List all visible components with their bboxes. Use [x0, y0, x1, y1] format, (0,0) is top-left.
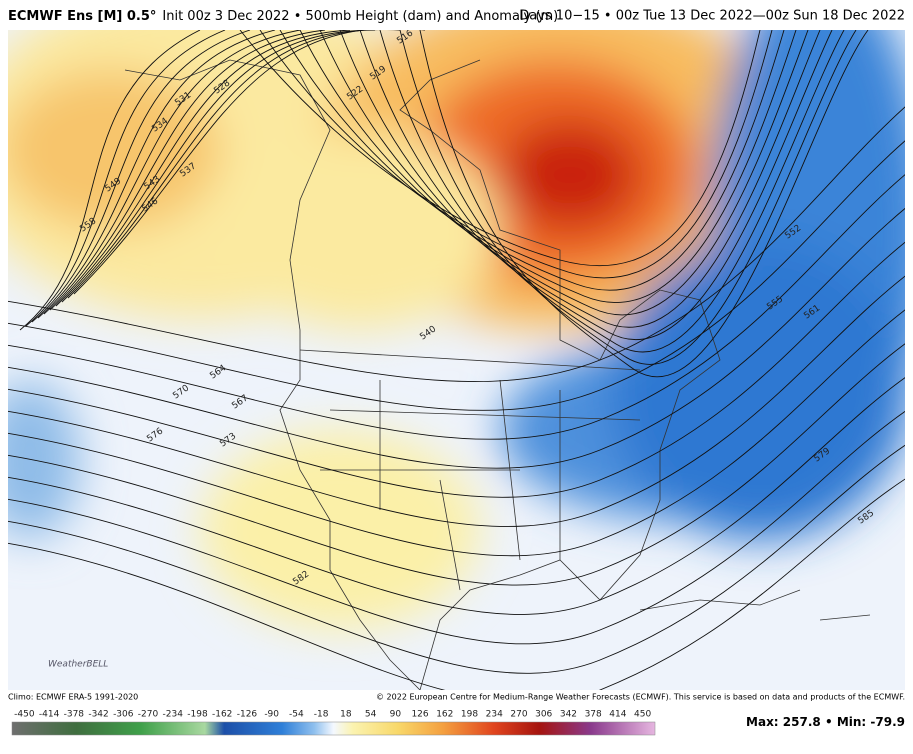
- height-contours: [8, 30, 905, 690]
- colorbar-tick-label: -162: [212, 710, 232, 720]
- colorbar-tick-label: -270: [138, 710, 159, 720]
- colorbar-tick-label: -306: [113, 710, 134, 720]
- colorbar-tick-label: 234: [486, 710, 503, 720]
- colorbar-tick-label: 414: [609, 710, 626, 720]
- contour: [8, 478, 905, 690]
- map: 5165195225285315345375405435465495525555…: [8, 30, 905, 690]
- colorbar-tick-label: -18: [314, 710, 329, 720]
- copyright: © 2022 European Centre for Medium-Range …: [376, 693, 905, 702]
- contour: [8, 106, 905, 382]
- separator: •: [825, 715, 833, 729]
- max-value: 257.8: [783, 715, 821, 729]
- contour: [8, 377, 905, 615]
- colorbar-tick-label: 18: [340, 710, 352, 720]
- min-value: -79.9: [870, 715, 905, 729]
- colorbar-tick-label: -126: [237, 710, 258, 720]
- contour: [8, 241, 905, 498]
- stats: Max: 257.8 • Min: -79.9: [746, 715, 905, 729]
- anomaly-shading: [8, 30, 905, 630]
- contour: [8, 275, 905, 527]
- contour: [25, 30, 773, 327]
- contour: [8, 208, 905, 469]
- colorbar-ticks: -450 -414 -378 -342 -306 -270 -234 -198 -162 -126…: [14, 710, 651, 720]
- contour: [43, 30, 809, 316]
- colorbar-tick-label: 450: [634, 710, 651, 720]
- colorbar-tick-label: -378: [64, 710, 85, 720]
- colorbar-tick-label: 90: [390, 710, 402, 720]
- contour: [8, 411, 905, 645]
- climo: Climo: ECMWF ERA-5 1991-2020: [8, 693, 138, 702]
- title-rest: Init 00z 3 Dec 2022 • 500mb Height (dam)…: [162, 9, 558, 24]
- colorbar-tick-label: -198: [187, 710, 208, 720]
- period: Days 10−15 • 00z Tue 13 Dec 2022—00z Sun…: [519, 9, 905, 24]
- colorbar-tick-label: -54: [289, 710, 304, 720]
- colorbar-tick-label: -234: [163, 710, 184, 720]
- title: ECMWF Ens [M] 0.5° Init 00z 3 Dec 2022 • …: [8, 9, 558, 24]
- colorbar-tick-label: -90: [264, 710, 279, 720]
- colorbar: [11, 721, 656, 736]
- contour: [8, 444, 905, 674]
- max-label: Max:: [746, 715, 779, 729]
- contour: [19, 30, 761, 331]
- contour: [73, 30, 869, 378]
- contour: [8, 174, 905, 440]
- min-label: Min:: [837, 715, 866, 729]
- title-bold: ECMWF Ens [M] 0.5°: [8, 9, 156, 24]
- colorbar-tick-label: 162: [436, 710, 453, 720]
- colorbar-tick-label: 378: [585, 710, 602, 720]
- contour: [8, 309, 905, 557]
- colorbar-tick-label: 306: [535, 710, 552, 720]
- contour: [49, 30, 821, 328]
- contour: [55, 30, 833, 341]
- contour: [31, 30, 785, 323]
- contour: [67, 30, 857, 365]
- colorbar-tick-label: -450: [14, 710, 35, 720]
- colorbar-tick-label: 342: [560, 710, 577, 720]
- colorbar-tick-label: 198: [461, 710, 478, 720]
- contour: [8, 140, 905, 411]
- logo: WeatherBELL: [48, 660, 108, 670]
- colorbar-tick-label: 126: [411, 710, 428, 720]
- contour: [8, 343, 905, 586]
- contour: [61, 30, 845, 353]
- colorbar-tick-label: 270: [510, 710, 527, 720]
- colorbar-tick-label: -342: [88, 710, 108, 720]
- colorbar-tick-label: -414: [39, 710, 60, 720]
- contour: [37, 30, 797, 319]
- colorbar-tick-label: 54: [365, 710, 377, 720]
